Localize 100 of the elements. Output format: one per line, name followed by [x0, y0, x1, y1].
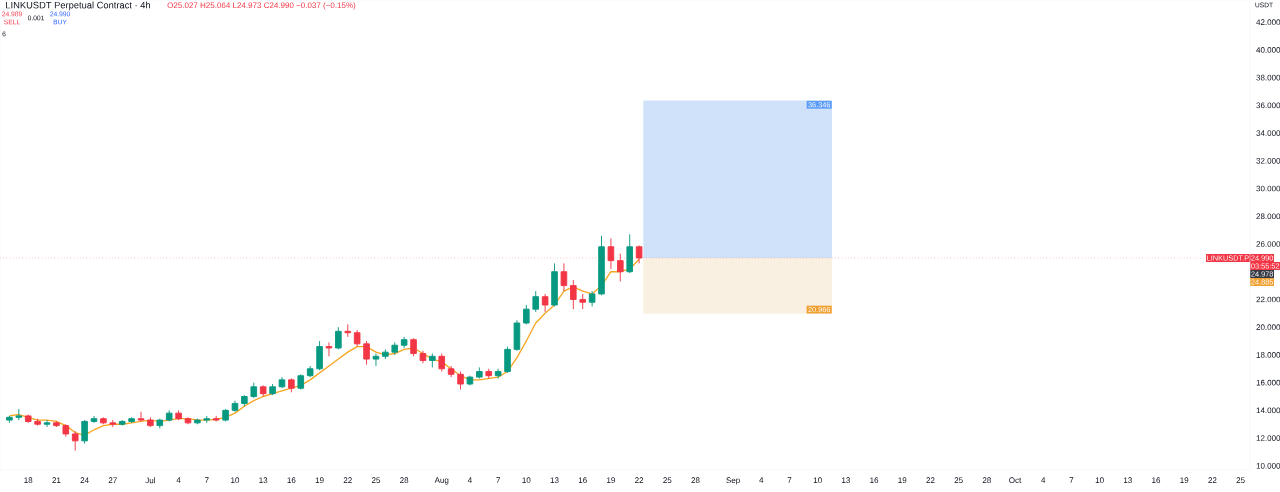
y-tick-label: 40.000	[1256, 47, 1280, 53]
x-tick-label: 7	[204, 477, 209, 483]
x-tick-label: 28	[400, 477, 409, 484]
candlestick	[184, 416, 192, 425]
x-tick-label: 16	[870, 477, 879, 484]
candlestick	[62, 423, 70, 438]
candlestick	[24, 414, 32, 424]
candlestick	[250, 382, 258, 399]
candlestick	[560, 262, 568, 292]
candlestick	[598, 235, 605, 296]
candlestick	[43, 419, 51, 428]
y-tick-label: 32.000	[1256, 157, 1280, 164]
candlestick	[466, 375, 474, 386]
x-tick-label: 16	[578, 477, 587, 484]
x-tick-label: 27	[108, 477, 117, 483]
candlestick	[382, 348, 389, 360]
y-tick-label: 36.000	[1256, 102, 1280, 109]
candlestick	[353, 329, 361, 348]
candlestick	[410, 337, 417, 357]
candlestick	[222, 408, 229, 422]
x-tick-label: 4	[176, 477, 181, 483]
candlestick	[523, 304, 530, 325]
x-tick-label: 7	[1069, 477, 1074, 483]
candlestick	[476, 366, 483, 379]
x-tick-label: 25	[663, 477, 672, 484]
x-tick-label: 28	[982, 477, 991, 484]
x-tick-label: 13	[259, 477, 268, 484]
x-tick-label: 19	[898, 477, 907, 484]
x-tick-label: Jul	[145, 477, 155, 484]
candlestick	[570, 279, 577, 310]
candlestick	[579, 293, 587, 310]
y-tick-label: 28.000	[1256, 213, 1280, 220]
candlestick	[316, 340, 323, 371]
y-tick-label: 12.000	[1256, 435, 1280, 441]
y-tick-label: 38.000	[1256, 74, 1280, 81]
y-tick-label: 34.000	[1256, 130, 1280, 136]
candlestick	[137, 411, 145, 422]
candlestick	[165, 409, 173, 422]
candlestick	[419, 350, 427, 364]
chart-title: LINKUSDT Perpetual Contract · 4h	[6, 1, 150, 11]
candlestick	[494, 368, 502, 379]
candlestick	[626, 233, 633, 274]
y-tick-label: 22.000	[1256, 296, 1280, 303]
x-tick-label: 19	[315, 477, 324, 484]
x-tick-label: 4	[1041, 477, 1046, 483]
x-tick-label: 18	[24, 477, 33, 484]
x-tick-label: 22	[635, 477, 644, 483]
candlestick	[363, 340, 370, 366]
x-tick-label: 10	[1095, 477, 1104, 484]
candlestick	[335, 326, 342, 350]
candlestick	[6, 415, 13, 424]
y-tick-label: 42.000	[1256, 19, 1280, 26]
x-tick-label: 16	[1152, 477, 1161, 484]
candlestick	[306, 365, 314, 378]
x-tick-label: Sep	[726, 477, 740, 485]
candlestick	[203, 415, 211, 424]
x-tick-label: 13	[842, 477, 850, 484]
x-tick-label: 4	[759, 477, 764, 483]
y-tick-label: 18.000	[1256, 352, 1280, 358]
candlestick	[34, 418, 41, 427]
candlestick	[438, 353, 446, 373]
x-tick-label: 4	[467, 477, 472, 483]
candlestick	[485, 368, 493, 379]
candlestick	[241, 394, 248, 407]
candlestick	[71, 430, 79, 452]
candlestick	[513, 319, 521, 352]
candlestick	[128, 416, 135, 424]
candlestick	[297, 373, 305, 391]
candlestick	[269, 383, 276, 396]
candlestick	[90, 415, 98, 424]
y-tick-label: 30.000	[1256, 185, 1280, 192]
candlestick	[400, 336, 408, 349]
candlestick	[147, 416, 154, 428]
candlestick	[109, 419, 117, 428]
candlestick	[278, 376, 286, 389]
y-tick-label: 16.000	[1256, 379, 1280, 386]
candlestick	[259, 384, 267, 397]
candlestick	[53, 420, 60, 428]
chart-subtitle: O25.027 H25.064 L24.973 C24.990 −0.037 (−0.15%)	[167, 2, 356, 10]
candlestick	[212, 415, 220, 422]
candlestick	[372, 353, 380, 367]
y-tick-label: 26.000	[1256, 241, 1280, 247]
x-tick-label: 16	[287, 477, 296, 484]
candlestick	[447, 365, 455, 378]
candlestick	[429, 353, 436, 368]
candlestick	[325, 341, 333, 357]
y-tick-label: 14.000	[1256, 407, 1280, 414]
candlestick	[288, 378, 295, 393]
x-tick-label: 21	[52, 477, 61, 483]
candlestick	[15, 408, 23, 421]
candlestick	[391, 341, 399, 356]
x-tick-label: 22	[343, 477, 352, 483]
candlestick	[551, 262, 558, 307]
y-tick-label: 20.000	[1256, 324, 1280, 331]
x-tick-label: 13	[550, 477, 559, 484]
candlestick	[231, 400, 239, 413]
candlestick	[541, 293, 549, 313]
x-tick-label: 19	[1180, 477, 1189, 484]
x-tick-label: 7	[496, 477, 500, 483]
x-tick-label: 28	[691, 477, 700, 484]
